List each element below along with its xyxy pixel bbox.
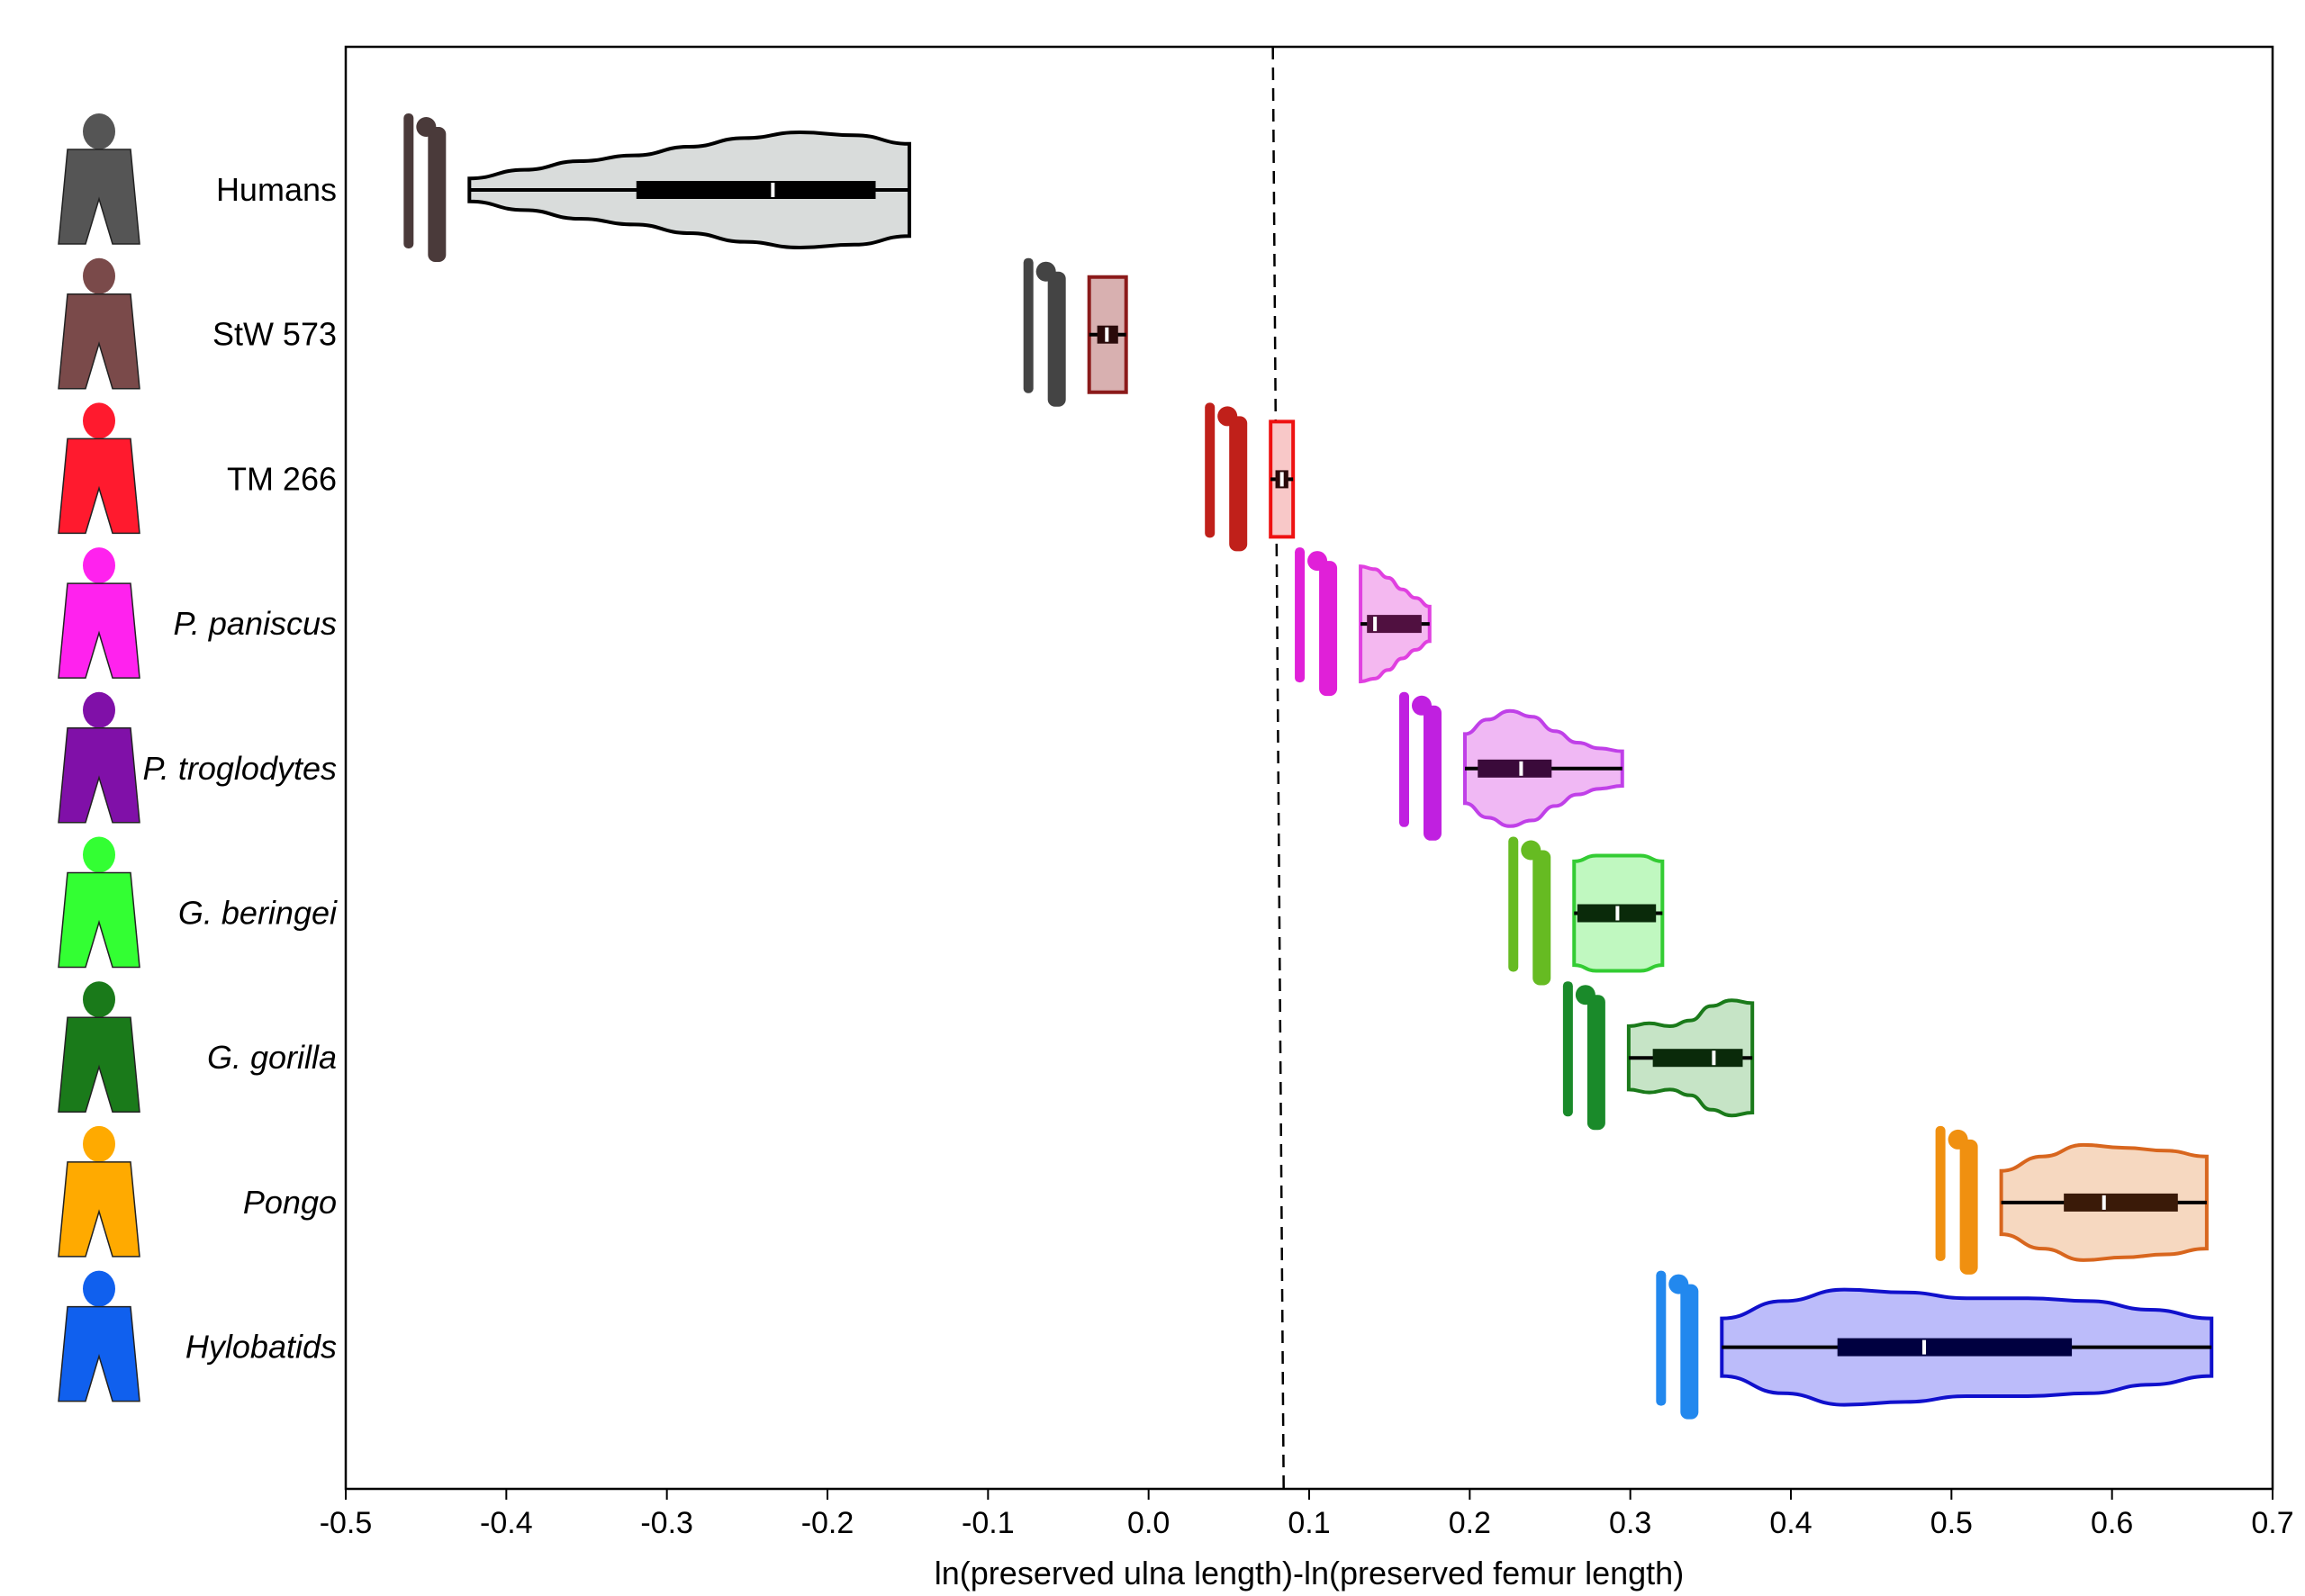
ulna-bone-icon bbox=[403, 113, 414, 248]
femur-head-icon bbox=[1217, 406, 1238, 427]
x-tick-label: 0.3 bbox=[1609, 1506, 1651, 1540]
ulna-bone-icon bbox=[1562, 981, 1573, 1117]
femur-bone-icon bbox=[428, 127, 447, 262]
violin-median-mark bbox=[1105, 327, 1109, 342]
ulna-bone-icon bbox=[1205, 402, 1216, 538]
ulna-bone-icon bbox=[1935, 1125, 1946, 1261]
x-tick-label: -0.5 bbox=[320, 1506, 373, 1540]
x-tick-label: -0.2 bbox=[801, 1506, 854, 1540]
bone-renderings bbox=[403, 113, 1978, 1420]
violin-median-mark bbox=[2102, 1195, 2106, 1210]
femur-head-icon bbox=[1948, 1129, 1968, 1150]
silhouette-head-icon bbox=[83, 981, 115, 1018]
x-tick-label: -0.1 bbox=[962, 1506, 1015, 1540]
species-silhouette-icon bbox=[58, 582, 140, 679]
violin-median-mark bbox=[1712, 1050, 1716, 1066]
violin-median-mark bbox=[771, 183, 775, 197]
violin-iqr-box bbox=[1367, 615, 1422, 634]
femur-bone-icon bbox=[1680, 1284, 1699, 1420]
violin-median-mark bbox=[1922, 1339, 1927, 1355]
species-silhouette-icon bbox=[58, 1161, 140, 1258]
femur-head-icon bbox=[1521, 840, 1541, 861]
femur-head-icon bbox=[1035, 261, 1056, 282]
violin-median-mark bbox=[1519, 761, 1523, 776]
silhouette-head-icon bbox=[83, 836, 115, 873]
y-label-humans: Humans bbox=[216, 171, 337, 208]
silhouette-head-icon bbox=[83, 113, 115, 149]
silhouette-head-icon bbox=[83, 547, 115, 584]
species-silhouette-icon bbox=[58, 1016, 140, 1113]
femur-bone-icon bbox=[1229, 416, 1248, 552]
violin-iqr-box bbox=[2064, 1193, 2178, 1212]
y-label-p-troglodytes: P. troglodytes bbox=[143, 750, 337, 787]
silhouette-head-icon bbox=[83, 257, 115, 294]
silhouette-head-icon bbox=[83, 691, 115, 728]
species-silhouette-icon bbox=[58, 293, 140, 390]
x-tick-label: 0.1 bbox=[1288, 1506, 1330, 1540]
silhouette-head-icon bbox=[83, 1125, 115, 1162]
violin-iqr-box bbox=[636, 181, 876, 199]
violin-iqr-box bbox=[1837, 1338, 2073, 1357]
ulna-bone-icon bbox=[1295, 547, 1306, 683]
x-tick-label: -0.3 bbox=[640, 1506, 693, 1540]
x-tick-label: -0.4 bbox=[480, 1506, 533, 1540]
y-label-tm-266: TM 266 bbox=[227, 460, 337, 497]
plot-frame bbox=[344, 45, 2274, 1491]
femur-head-icon bbox=[1411, 695, 1432, 716]
x-tick-label: 0.5 bbox=[1930, 1506, 1973, 1540]
femur-head-icon bbox=[1668, 1274, 1689, 1294]
species-silhouette-icon bbox=[58, 437, 140, 535]
species-silhouette-icon bbox=[58, 149, 140, 245]
violins bbox=[467, 130, 2214, 1407]
ulna-bone-icon bbox=[1398, 691, 1409, 827]
y-label-g-gorilla: G. gorilla bbox=[207, 1039, 337, 1076]
silhouette-head-icon bbox=[83, 1270, 115, 1307]
violin-iqr-box bbox=[1652, 1049, 1743, 1068]
ulna-bone-icon bbox=[1508, 836, 1519, 972]
x-tick-label: 0.0 bbox=[1127, 1506, 1170, 1540]
femur-head-icon bbox=[416, 117, 437, 137]
femur-bone-icon bbox=[1586, 995, 1605, 1131]
species-silhouette-icon bbox=[58, 727, 140, 824]
species-silhouettes bbox=[58, 113, 140, 1402]
x-tick-label: 0.4 bbox=[1769, 1506, 1812, 1540]
silhouette-head-icon bbox=[83, 402, 115, 439]
femur-bone-icon bbox=[1319, 561, 1338, 697]
femur-bone-icon bbox=[1959, 1139, 1978, 1275]
x-tick-label: 0.7 bbox=[2251, 1506, 2293, 1540]
femur-head-icon bbox=[1307, 551, 1328, 572]
reference-dashed-line bbox=[1271, 46, 1285, 1490]
species-silhouette-icon bbox=[58, 871, 140, 969]
ulna-bone-icon bbox=[1023, 257, 1034, 393]
violin-iqr-box bbox=[1478, 759, 1552, 778]
y-label-g-beringei: G. beringei bbox=[178, 895, 338, 932]
violin-median-mark bbox=[1615, 906, 1620, 921]
femur-bone-icon bbox=[1423, 705, 1442, 841]
x-tick-label: 0.2 bbox=[1449, 1506, 1491, 1540]
x-tick-label: 0.6 bbox=[2091, 1506, 2133, 1540]
y-axis-labels: Humans StW 573 TM 266 P. paniscus P. troglod… bbox=[143, 171, 338, 1366]
y-label-p-paniscus: P. paniscus bbox=[174, 605, 337, 642]
femur-bone-icon bbox=[1047, 271, 1066, 407]
species-silhouette-icon bbox=[58, 1305, 140, 1402]
x-axis-label: ln(preserved ulna length)-ln(preserved f… bbox=[935, 1555, 1684, 1591]
x-axis-ticks: -0.5 -0.4 -0.3 -0.2 -0.1 0.0 0.1 0.2 0.3 0.4 0.5 0.… bbox=[320, 1489, 2294, 1540]
violin-median-mark bbox=[1279, 472, 1284, 487]
y-label-hylobatids: Hylobatids bbox=[185, 1329, 337, 1366]
violin-median-mark bbox=[1373, 617, 1378, 632]
femur-head-icon bbox=[1575, 985, 1595, 1005]
ulna-bone-icon bbox=[1656, 1270, 1667, 1406]
y-label-stw-573: StW 573 bbox=[212, 316, 337, 353]
femur-bone-icon bbox=[1532, 850, 1551, 986]
y-label-pongo: Pongo bbox=[243, 1184, 337, 1221]
